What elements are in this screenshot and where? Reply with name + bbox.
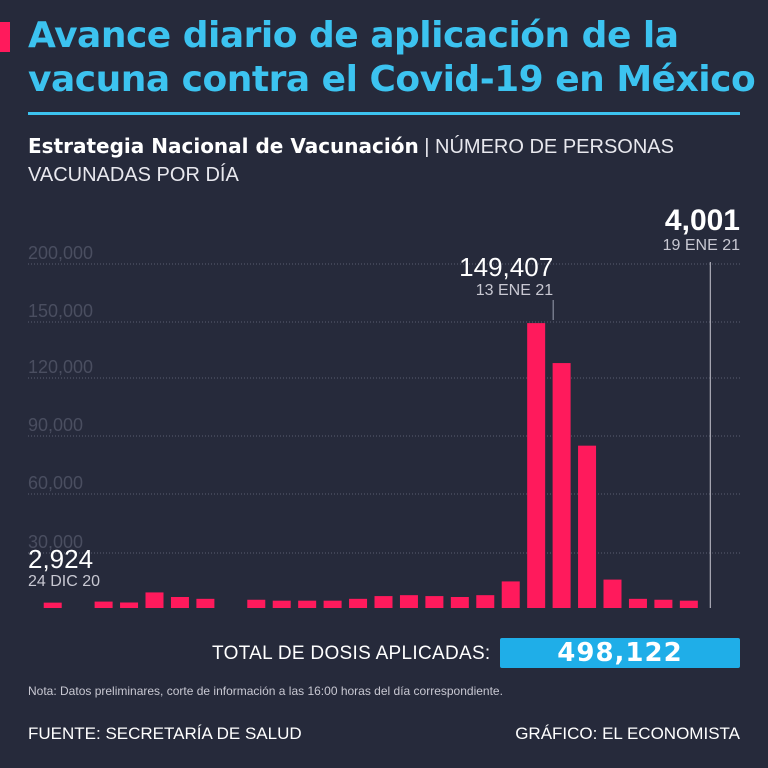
bar (628, 598, 647, 608)
bar (679, 600, 698, 608)
annotation-value: 4,001 (665, 204, 740, 237)
y-tick-label: 120,000 (28, 357, 93, 377)
bar (450, 597, 469, 608)
annotation-value: 2,924 (28, 544, 93, 574)
subtitle-light: NÚMERO DE PERSONAS VACUNADAS POR DÍA (28, 136, 674, 186)
bar (654, 599, 673, 608)
annotation-date: 13 ENE 21 (476, 282, 553, 299)
bar (94, 601, 113, 608)
bar (145, 592, 164, 608)
bar (501, 581, 520, 608)
bar (298, 600, 317, 608)
bar (43, 602, 62, 608)
graphic-credit: GRÁFICO: EL ECONOMISTA (515, 724, 740, 743)
subtitle-separator: | (418, 136, 436, 158)
bar (272, 600, 291, 608)
bar (196, 598, 215, 608)
annotation-value: 149,407 (459, 252, 553, 282)
y-tick-label: 90,000 (28, 415, 83, 435)
footnote: Nota: Datos preliminares, corte de infor… (28, 684, 503, 698)
bar (527, 323, 546, 608)
bar (425, 596, 444, 608)
bar-chart: 30,000 60,000 90,000 120,000 150,000 200,000 2… (28, 204, 740, 608)
bar (374, 596, 393, 608)
total-label: TOTAL DE DOSIS APLICADAS: (212, 643, 491, 664)
bar (399, 595, 418, 608)
chart-subtitle: Estrategia Nacional de Vacunación | NÚME… (28, 132, 748, 189)
y-tick-label: 150,000 (28, 301, 93, 321)
y-tick-label: 200,000 (28, 243, 93, 263)
bar (170, 597, 189, 608)
title-divider (28, 112, 740, 115)
bar (349, 598, 368, 608)
y-tick-label: 30,000 (28, 532, 83, 552)
bar (552, 363, 571, 608)
y-tick-label: 60,000 (28, 473, 83, 493)
bar (120, 602, 139, 608)
accent-bar (0, 22, 10, 52)
source-credit: FUENTE: SECRETARÍA DE SALUD (28, 724, 302, 743)
bar (476, 595, 495, 608)
annotation-date: 24 DIC 20 (28, 573, 100, 590)
annotation-date: 19 ENE 21 (663, 237, 740, 254)
bar (247, 599, 266, 608)
total-value: 498,122 (500, 638, 740, 668)
bar (603, 579, 622, 608)
bar (323, 600, 342, 608)
bar (578, 445, 597, 608)
subtitle-strong: Estrategia Nacional de Vacunación (28, 134, 419, 158)
chart-title: Avance diario de aplicación de la vacuna… (28, 15, 756, 100)
